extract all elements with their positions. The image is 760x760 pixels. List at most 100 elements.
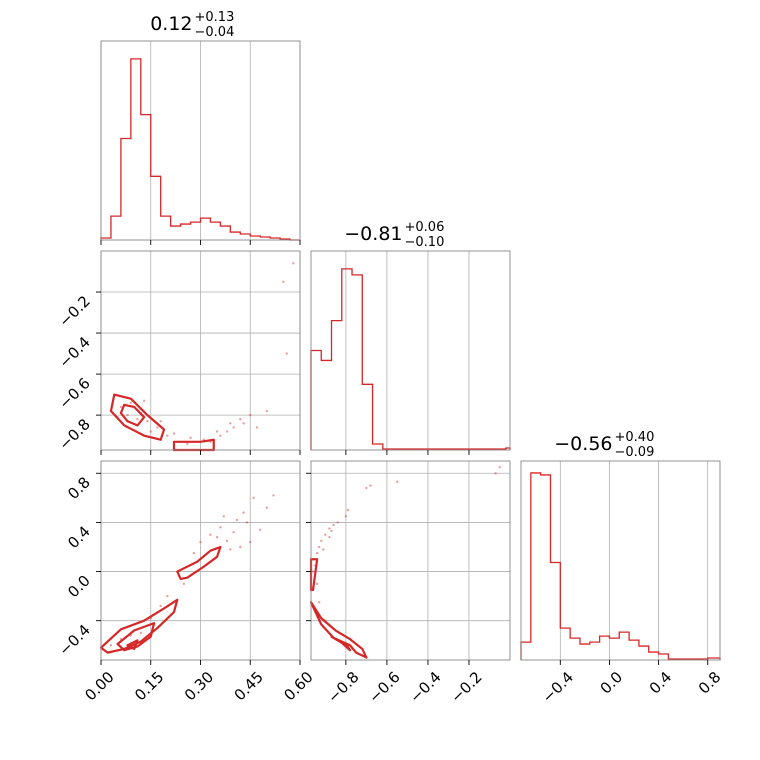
outer-contour (99, 598, 179, 654)
sample-point (126, 413, 129, 417)
parameter-title-lower-error: −0.09 (615, 445, 655, 460)
sample-point (192, 551, 196, 555)
sample-point (344, 515, 348, 518)
sample-point (498, 465, 501, 469)
x-tick-label: 0.60 (280, 668, 316, 704)
histogram-panel-frame (310, 250, 511, 451)
sample-point (109, 644, 113, 647)
sample-point (328, 535, 331, 539)
sample-point (189, 436, 192, 439)
outer-contour (309, 558, 319, 592)
sample-point (139, 631, 142, 635)
outer-contour (176, 545, 222, 581)
y-tick-label: 0.0 (64, 572, 94, 602)
histogram-panel-frame (520, 460, 721, 661)
sample-point (146, 420, 149, 423)
sample-point (129, 401, 133, 405)
sample-point (229, 422, 232, 425)
y-tick-label: 0.8 (64, 473, 94, 503)
x-tick-label: −0.4 (539, 668, 577, 706)
sample-point (229, 548, 232, 551)
sample-point (324, 533, 327, 536)
sample-point (365, 486, 368, 490)
scatter-panel-frame (310, 460, 511, 661)
parameter-title-value: −0.81 (344, 223, 402, 245)
sample-point (346, 508, 350, 512)
histogram-step-line (310, 268, 511, 450)
sample-point (292, 262, 295, 265)
parameter-title-value: 0.12 (150, 13, 192, 35)
x-tick-label: 0.30 (181, 668, 217, 704)
sample-point (225, 430, 229, 433)
sample-point (242, 422, 245, 425)
sample-point (225, 539, 229, 543)
sample-point (245, 521, 249, 524)
sample-point (219, 434, 222, 437)
y-tick-label: −0.6 (55, 374, 93, 412)
x-tick-label: 0.0 (597, 668, 627, 698)
sample-point (336, 521, 339, 524)
sample-point (265, 506, 269, 509)
parameter-title-upper-error: +0.40 (615, 430, 655, 445)
sample-point (239, 545, 242, 549)
sample-point (235, 518, 239, 522)
sample-point (166, 594, 169, 598)
y-tick-label: −0.2 (55, 292, 93, 330)
y-tick-label: −0.8 (55, 415, 93, 453)
sample-point (320, 539, 323, 543)
x-tick-label: −0.6 (365, 668, 403, 706)
sample-point (395, 480, 399, 484)
x-tick-label: −0.4 (406, 668, 444, 706)
sample-point (219, 526, 222, 529)
x-tick-label: 0.8 (695, 668, 725, 698)
outer-contour (109, 393, 166, 441)
outer-contour (309, 601, 368, 659)
sample-point (272, 494, 275, 497)
parameter-title-lower-error: −0.04 (195, 25, 235, 40)
sample-point (322, 548, 325, 551)
outer-contour (172, 438, 215, 452)
sample-point (159, 604, 162, 608)
x-tick-label: 0.45 (231, 668, 267, 704)
sample-point (265, 409, 269, 413)
sample-point (136, 418, 139, 421)
sample-point (166, 434, 169, 437)
sample-point (182, 582, 186, 586)
sample-point (318, 545, 321, 549)
sample-point (332, 523, 335, 527)
sample-point (285, 352, 288, 355)
inner-contour (330, 635, 352, 652)
inner-contour (126, 639, 139, 651)
sample-point (328, 527, 331, 530)
sample-point (242, 511, 245, 514)
sample-point (255, 426, 259, 429)
histogram-step-line (520, 472, 721, 660)
histogram-step-line (100, 58, 300, 241)
sample-point (186, 442, 189, 446)
y-tick-label: 0.4 (64, 523, 94, 553)
sample-point (119, 405, 123, 409)
sample-point (249, 540, 252, 544)
sample-point (282, 280, 285, 283)
sample-point (232, 426, 235, 429)
sample-point (142, 399, 146, 402)
y-tick-label: −0.4 (55, 621, 93, 659)
y-tick-label: −0.4 (55, 333, 93, 371)
x-tick-label: 0.15 (131, 668, 167, 704)
sample-point (199, 540, 202, 544)
sample-point (315, 582, 319, 586)
sample-point (330, 529, 333, 533)
parameter-title-upper-error: +0.06 (405, 220, 445, 235)
sample-point (252, 496, 255, 500)
parameter-title-value: −0.56 (554, 433, 612, 455)
x-tick-label: −0.8 (324, 668, 362, 706)
x-tick-label: −0.2 (447, 668, 485, 706)
sample-point (494, 472, 497, 475)
inner-contour (116, 622, 156, 652)
sample-point (311, 570, 315, 573)
sample-point (172, 432, 176, 435)
parameter-title-upper-error: +0.13 (195, 10, 235, 25)
x-tick-label: 0.00 (81, 668, 117, 704)
inner-contour (119, 403, 146, 427)
